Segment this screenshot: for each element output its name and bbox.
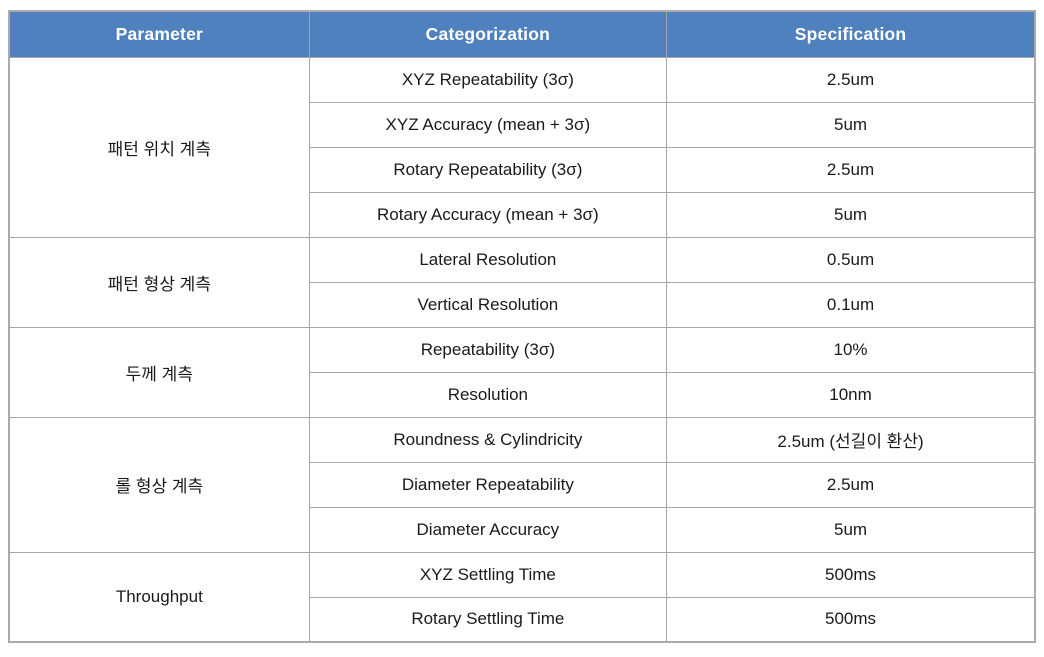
table-row: 패턴 형상 계측 Lateral Resolution 0.5um <box>8 236 1036 328</box>
specification-cell: 0.5um <box>666 236 1036 283</box>
table-row: Rotary Repeatability (3σ) 2.5um <box>9 146 1036 193</box>
categorization-cell: XYZ Settling Time <box>308 551 668 598</box>
categorization-cell: Diameter Accuracy <box>308 506 668 553</box>
table-row: Rotary Settling Time 500ms <box>9 596 1036 643</box>
spec-table-header: Parameter Categorization Specification <box>8 10 1036 58</box>
specification-cell: 2.5um <box>666 461 1036 508</box>
categorization-cell: Rotary Repeatability (3σ) <box>308 146 668 193</box>
parameter-cell: 롤 형상 계측 <box>8 416 310 553</box>
specification-cell: 10% <box>666 326 1036 373</box>
categorization-cell: Diameter Repeatability <box>308 461 668 508</box>
table-row: Diameter Repeatability 2.5um <box>9 461 1036 508</box>
specification-cell: 10nm <box>666 371 1036 418</box>
categorization-cell: Rotary Accuracy (mean + 3σ) <box>308 191 668 238</box>
specification-cell: 0.1um <box>666 281 1036 328</box>
header-row: Parameter Categorization Specification <box>8 10 1036 58</box>
parameter-cell: Throughput <box>8 551 310 643</box>
table-row: Throughput XYZ Settling Time 500ms <box>8 551 1036 643</box>
parameter-cell: 패턴 형상 계측 <box>8 236 310 328</box>
specification-cell: 5um <box>666 101 1036 148</box>
specification-cell: 5um <box>666 191 1036 238</box>
specification-cell: 5um <box>666 506 1036 553</box>
categorization-cell: Repeatability (3σ) <box>308 326 668 373</box>
spec-table: Parameter Categorization Specification 패… <box>8 10 1036 643</box>
specification-cell: 2.5um <box>666 56 1036 103</box>
table-row: Vertical Resolution 0.1um <box>9 281 1036 328</box>
categorization-cell: XYZ Accuracy (mean + 3σ) <box>308 101 668 148</box>
column-header-parameter: Parameter <box>8 10 310 58</box>
table-row: Rotary Accuracy (mean + 3σ) 5um <box>9 191 1036 238</box>
parameter-cell: 두께 계측 <box>8 326 310 418</box>
specification-cell: 500ms <box>666 596 1036 643</box>
spec-table-body: 패턴 위치 계측 XYZ Repeatability (3σ) 2.5um XYZ A… <box>8 56 1036 643</box>
column-header-specification: Specification <box>666 10 1036 58</box>
table-row: XYZ Accuracy (mean + 3σ) 5um <box>9 101 1036 148</box>
table-row: Diameter Accuracy 5um <box>9 506 1036 553</box>
categorization-cell: XYZ Repeatability (3σ) <box>308 56 668 103</box>
categorization-cell: Lateral Resolution <box>308 236 668 283</box>
table-row: 패턴 위치 계측 XYZ Repeatability (3σ) 2.5um <box>8 56 1036 238</box>
table-row: 롤 형상 계측 Roundness & Cylindricity 2.5um (선길… <box>8 416 1036 553</box>
specification-cell: 500ms <box>666 551 1036 598</box>
table-row: Resolution 10nm <box>9 371 1036 418</box>
categorization-cell: Roundness & Cylindricity <box>308 416 668 463</box>
specification-cell: 2.5um <box>666 146 1036 193</box>
categorization-cell: Vertical Resolution <box>308 281 668 328</box>
table-row: 두께 계측 Repeatability (3σ) 10% <box>8 326 1036 418</box>
parameter-cell: 패턴 위치 계측 <box>8 56 310 238</box>
categorization-cell: Rotary Settling Time <box>308 596 668 643</box>
specification-cell: 2.5um (선길이 환산) <box>666 416 1036 463</box>
categorization-cell: Resolution <box>308 371 668 418</box>
column-header-categorization: Categorization <box>308 10 668 58</box>
